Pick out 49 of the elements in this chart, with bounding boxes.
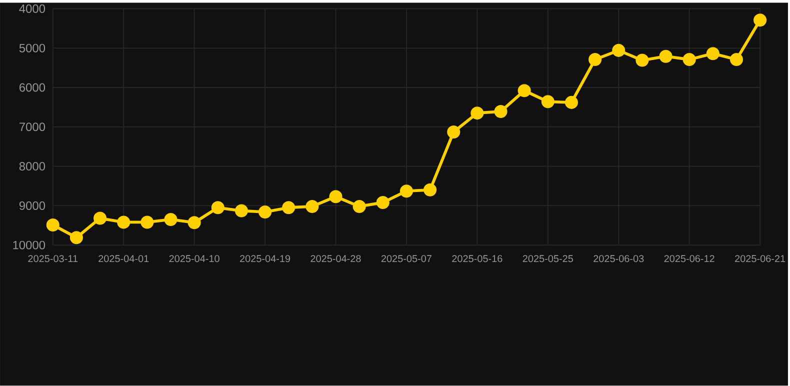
x-tick-label: 2025-04-01 <box>98 255 149 262</box>
point <box>447 126 460 139</box>
y-tick-label: 5000 <box>19 44 46 52</box>
x-tick-label: 2025-06-21 <box>735 255 786 262</box>
point <box>94 212 107 225</box>
x-tick-label: 2025-05-25 <box>522 255 573 262</box>
y-tick-label: 7000 <box>19 122 46 132</box>
x-tick-label: 2025-05-16 <box>452 255 502 262</box>
point <box>588 53 602 66</box>
point <box>258 206 272 219</box>
point <box>164 213 178 226</box>
point <box>730 53 744 66</box>
point <box>541 95 554 108</box>
point <box>211 201 224 214</box>
point <box>754 14 767 27</box>
point <box>117 216 130 229</box>
x-tick-label: 2025-04-10 <box>169 255 220 262</box>
point <box>636 54 649 67</box>
point <box>46 218 60 232</box>
point <box>494 105 508 118</box>
x-tick-label: 2025-04-28 <box>310 255 361 262</box>
point <box>659 50 672 64</box>
point <box>329 190 342 204</box>
point <box>282 201 296 214</box>
x-tick-label: 2025-04-19 <box>240 255 290 262</box>
point <box>682 53 696 66</box>
point <box>234 204 248 218</box>
y-tick-label: 10000 <box>13 240 46 250</box>
point <box>188 216 201 230</box>
point <box>70 231 83 244</box>
y-tick-label: 4000 <box>19 4 46 14</box>
point <box>400 184 413 198</box>
point <box>424 184 437 197</box>
point <box>612 44 626 58</box>
point <box>376 196 390 210</box>
point <box>470 106 484 120</box>
y-tick-label: 6000 <box>19 83 46 92</box>
x-tick-label: 2025-05-07 <box>381 255 432 262</box>
y-tick-label: 9000 <box>19 202 46 210</box>
point <box>564 96 578 110</box>
x-tick-label: 2025-03-11 <box>28 255 78 262</box>
x-tick-label: 2025-06-03 <box>594 255 644 262</box>
y-tick-label: 8000 <box>19 162 46 171</box>
point <box>352 200 366 214</box>
point <box>140 216 154 229</box>
point <box>306 200 319 214</box>
x-tick-label: 2025-06-12 <box>664 255 714 262</box>
point <box>518 84 531 98</box>
point <box>706 47 720 60</box>
